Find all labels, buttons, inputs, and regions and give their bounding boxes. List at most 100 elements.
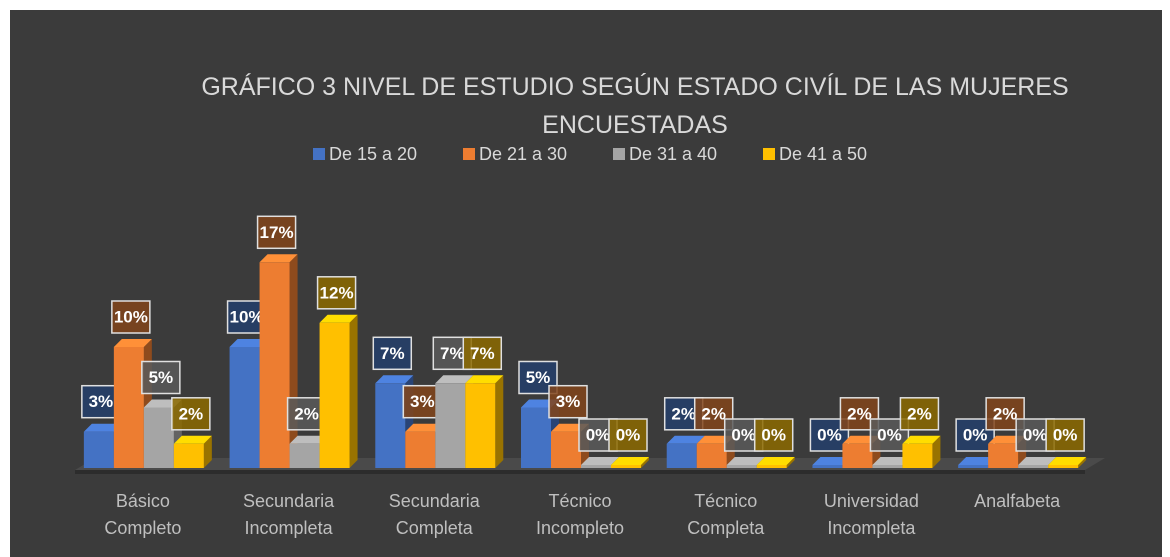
bar	[259, 254, 298, 468]
value-label: 17%	[260, 223, 294, 242]
bar	[756, 457, 795, 468]
bar-top	[666, 435, 705, 444]
x-tick-label: Analfabeta	[974, 491, 1061, 511]
bar-top	[435, 375, 474, 384]
bar-top	[581, 457, 619, 465]
legend-label: De 31 a 40	[629, 144, 717, 164]
bar-top	[726, 457, 765, 465]
value-label: 0%	[1053, 425, 1078, 444]
bar-front	[1048, 465, 1079, 468]
bar-front	[375, 383, 406, 468]
value-label-box	[462, 336, 503, 371]
bar	[319, 314, 358, 468]
bar-front	[259, 262, 290, 468]
legend-swatch	[763, 148, 775, 160]
value-label: 7%	[380, 344, 405, 363]
bar-top	[872, 457, 911, 465]
value-label: 10%	[230, 307, 264, 326]
bar-front	[666, 443, 697, 468]
bar-front	[988, 443, 1019, 468]
value-label: 3%	[556, 392, 581, 411]
value-label: 7%	[470, 344, 495, 363]
value-label: 2%	[993, 404, 1018, 423]
bar-side	[289, 254, 298, 468]
value-label-box	[226, 300, 267, 334]
value-label: 12%	[320, 283, 354, 302]
bar-front	[405, 431, 436, 468]
bar-front	[435, 383, 466, 468]
value-label: 0%	[817, 425, 842, 444]
bar-top	[173, 435, 212, 444]
value-label: 2%	[847, 404, 872, 423]
bar-front	[83, 431, 114, 468]
bar-front	[902, 443, 933, 468]
x-tick-label: Técnico Completa	[687, 491, 765, 538]
bar-top	[83, 423, 122, 432]
bar	[666, 435, 705, 468]
bar-front	[229, 347, 260, 468]
x-tick-label: Universidad Incompleta	[824, 491, 919, 538]
value-label: 2%	[671, 404, 696, 423]
value-label-box	[753, 418, 794, 452]
bar-top	[289, 435, 328, 444]
bar-front	[611, 465, 641, 468]
value-label-box	[985, 397, 1025, 431]
value-label: 0%	[1023, 425, 1048, 444]
value-label-box	[81, 384, 121, 419]
x-tick-label: Técnico Incompleto	[536, 491, 624, 538]
bar-front	[581, 465, 611, 468]
legend-swatch	[313, 148, 325, 160]
bar-front	[143, 407, 174, 468]
value-label: 5%	[149, 368, 174, 387]
value-label-box	[256, 215, 297, 250]
bar-front	[289, 443, 320, 468]
bar-top	[319, 314, 358, 323]
bar-side	[641, 457, 649, 468]
bar-front	[756, 465, 787, 468]
bar-front	[842, 443, 873, 468]
legend-swatch	[613, 148, 625, 160]
bar-side	[932, 435, 941, 468]
legend-label: De 15 a 20	[329, 144, 417, 164]
value-label: 3%	[89, 392, 114, 411]
bar-top	[812, 457, 851, 465]
value-label-box	[608, 418, 648, 452]
legend-swatch	[463, 148, 475, 160]
bar-top	[405, 423, 444, 432]
bar-top	[465, 375, 504, 384]
value-label: 0%	[963, 425, 988, 444]
value-label-box	[1045, 418, 1085, 452]
value-label: 2%	[179, 404, 204, 423]
x-tick-label: Secundaria Completa	[389, 491, 481, 538]
bar-top	[756, 457, 795, 465]
bar-front	[958, 465, 989, 468]
bar-front	[319, 322, 350, 468]
bar-front	[113, 347, 144, 468]
bar-top	[1048, 457, 1087, 465]
value-label: 10%	[114, 307, 148, 326]
value-label-box	[286, 397, 327, 431]
bar-front	[726, 465, 757, 468]
bar-top	[902, 435, 941, 444]
bar	[173, 435, 212, 468]
x-tick-label: Básico Completo	[104, 491, 181, 538]
value-label: 2%	[294, 404, 319, 423]
value-label: 3%	[410, 392, 435, 411]
bar-front	[173, 443, 204, 468]
bar-front	[551, 431, 581, 468]
value-label-box	[111, 300, 151, 334]
bar-side	[203, 435, 212, 468]
bar-top	[611, 457, 649, 465]
value-label: 0%	[586, 425, 611, 444]
value-label: 0%	[877, 425, 902, 444]
value-label: 0%	[731, 425, 756, 444]
bar	[1048, 457, 1087, 468]
bar-front	[465, 383, 496, 468]
floor-edge	[75, 470, 1085, 474]
bar	[465, 375, 504, 468]
bar	[902, 435, 941, 468]
bar-front	[872, 465, 903, 468]
bar-front	[696, 443, 727, 468]
value-label: 5%	[526, 368, 551, 387]
